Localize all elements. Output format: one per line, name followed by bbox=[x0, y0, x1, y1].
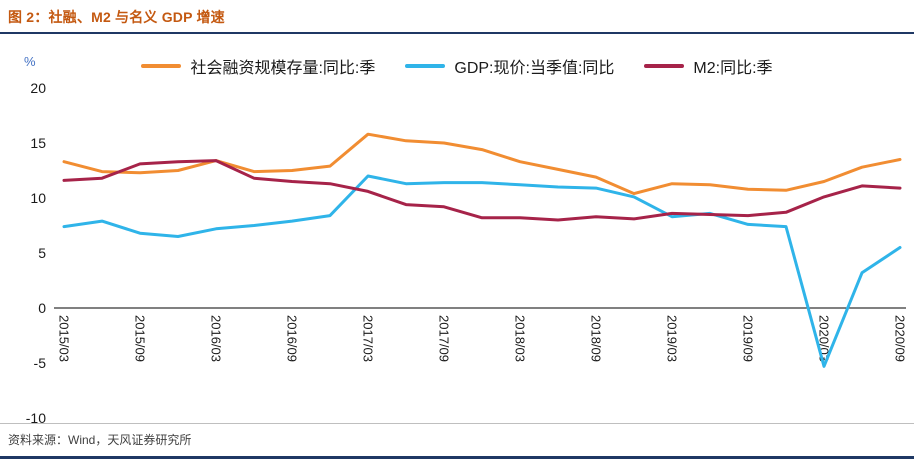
x-axis-label: 2016/03 bbox=[209, 315, 224, 362]
y-axis-label: 20 bbox=[30, 80, 46, 96]
legend-item-gdp: GDP:现价:当季值:同比 bbox=[405, 54, 614, 78]
x-axis-label: 2019/03 bbox=[665, 315, 680, 362]
figure-footer: 资料来源：Wind，天风证券研究所 bbox=[0, 423, 914, 459]
y-axis-unit-label: % bbox=[24, 54, 36, 69]
chart-svg: 20 15 10 5 0 -5 -10 2015/03 2015/09 2016/03 2016/0… bbox=[26, 80, 908, 426]
legend-label-gdp: GDP:现价:当季值:同比 bbox=[454, 60, 615, 77]
y-axis-label: 15 bbox=[30, 135, 46, 151]
y-axis-label: 0 bbox=[38, 300, 46, 316]
x-axis-label: 2018/03 bbox=[513, 315, 528, 362]
x-axis-label: 2020/09 bbox=[893, 315, 908, 362]
x-axis-label: 2019/09 bbox=[741, 315, 756, 362]
y-axis-label: 10 bbox=[30, 190, 46, 206]
legend-label-social-financing: 社会融资规模存量:同比:季 bbox=[190, 60, 376, 77]
figure-title: 图 2：社融、M2 与名义 GDP 增速 bbox=[8, 9, 225, 25]
legend-swatch-social-financing bbox=[141, 64, 182, 68]
series-line-m2 bbox=[62, 159, 902, 222]
figure-header: 图 2：社融、M2 与名义 GDP 增速 bbox=[0, 0, 914, 34]
x-axis-label: 2018/09 bbox=[589, 315, 604, 362]
x-axis-label: 2017/09 bbox=[437, 315, 452, 362]
legend-item-m2: M2:同比:季 bbox=[644, 54, 773, 78]
y-axis-label: 5 bbox=[38, 245, 46, 261]
source-note: 资料来源：Wind，天风证券研究所 bbox=[8, 433, 192, 447]
legend-item-social-financing: 社会融资规模存量:同比:季 bbox=[141, 54, 375, 78]
legend-swatch-gdp bbox=[405, 64, 446, 68]
series-line-gdp bbox=[62, 174, 902, 368]
x-axis-label: 2015/03 bbox=[57, 315, 72, 362]
chart-legend: 社会融资规模存量:同比:季 GDP:现价:当季值:同比 M2:同比:季 bbox=[0, 54, 914, 78]
y-axis-label: -10 bbox=[26, 410, 46, 426]
legend-swatch-m2 bbox=[644, 64, 685, 68]
y-axis-label: -5 bbox=[34, 355, 47, 371]
x-axis-label: 2015/09 bbox=[133, 315, 148, 362]
chart-area: % 社会融资规模存量:同比:季 GDP:现价:当季值:同比 M2:同比:季 20… bbox=[0, 34, 914, 430]
legend-label-m2: M2:同比:季 bbox=[693, 60, 773, 77]
x-axis-label: 2017/03 bbox=[361, 315, 376, 362]
series-line-social-financing bbox=[62, 132, 902, 196]
x-axis-label: 2016/09 bbox=[285, 315, 300, 362]
